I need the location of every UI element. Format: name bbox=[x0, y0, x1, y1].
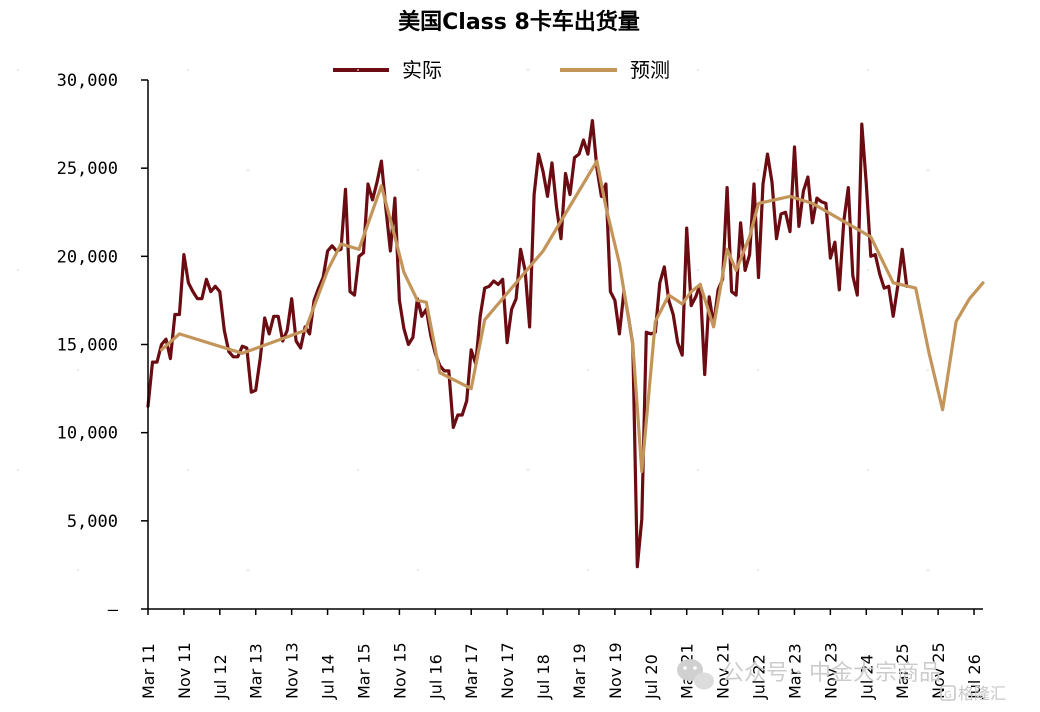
y-tick-label: 10,000 bbox=[57, 424, 118, 444]
bg-dot bbox=[587, 169, 589, 171]
y-tick-label: 25,000 bbox=[57, 159, 118, 179]
chart-title: 美国Class 8卡车出货量 bbox=[398, 9, 640, 35]
x-tick-label: Nov 15 bbox=[390, 642, 409, 699]
bg-dot bbox=[357, 69, 359, 71]
y-axis-ticks: 30,000 25,000 20,000 15,000 10,000 5,000 – bbox=[57, 71, 148, 620]
x-tick-label: Nov 21 bbox=[714, 642, 733, 699]
bg-dot bbox=[357, 469, 359, 471]
bg-dot bbox=[417, 169, 419, 171]
y-tick-label: 5,000 bbox=[67, 512, 118, 532]
bg-dot bbox=[757, 369, 759, 371]
bg-dot bbox=[17, 469, 19, 471]
x-tick-label: Nov 23 bbox=[821, 642, 840, 699]
legend: 实际 预测 bbox=[333, 58, 670, 82]
y-tick-label: 30,000 bbox=[57, 71, 118, 91]
x-tick-label: Jul 26 bbox=[965, 654, 984, 700]
bg-dot bbox=[867, 469, 869, 471]
x-tick-label: Nov 13 bbox=[283, 642, 302, 699]
x-tick-label: Jul 20 bbox=[642, 654, 661, 700]
bg-dot bbox=[527, 469, 529, 471]
x-tick-label: Mar 23 bbox=[786, 643, 805, 699]
wechat-icon bbox=[677, 659, 714, 690]
y-tick-label: 20,000 bbox=[57, 247, 118, 267]
bg-dot bbox=[927, 369, 929, 371]
series-line-actual bbox=[146, 119, 909, 569]
x-tick-label: Mar 19 bbox=[570, 643, 589, 699]
x-tick-label: Nov 19 bbox=[606, 642, 625, 699]
bg-dot bbox=[927, 169, 929, 171]
y-tick-label: 15,000 bbox=[57, 336, 118, 356]
series-line-forecast bbox=[159, 159, 985, 474]
bg-dot bbox=[417, 369, 419, 371]
x-tick-label: Jul 14 bbox=[319, 654, 338, 700]
x-tick-label: Jul 22 bbox=[750, 654, 769, 700]
bg-dot bbox=[17, 69, 19, 71]
bg-dot bbox=[77, 369, 79, 371]
bg-dot bbox=[697, 469, 699, 471]
watermark-corner-text: 格隆汇 bbox=[958, 684, 1006, 703]
y-tick-label: – bbox=[108, 600, 119, 620]
bg-dot bbox=[247, 169, 249, 171]
bg-dot bbox=[587, 569, 589, 571]
watermark: 公众号 · 中金大宗商品 G 格隆汇 bbox=[677, 659, 1006, 703]
watermark-text: 公众号 · 中金大宗商品 bbox=[722, 661, 941, 686]
bg-dot bbox=[527, 69, 529, 71]
x-tick-label: Mar 25 bbox=[893, 643, 912, 699]
bg-dot bbox=[867, 269, 869, 271]
x-tick-label: Nov 17 bbox=[498, 642, 517, 699]
series-layer bbox=[146, 119, 985, 569]
glh-logo-icon: G bbox=[940, 685, 956, 701]
background-dots bbox=[17, 69, 929, 571]
bg-dot bbox=[187, 469, 189, 471]
x-tick-label: Jul 18 bbox=[534, 654, 553, 700]
bg-dot bbox=[77, 169, 79, 171]
x-tick-label: Mar 13 bbox=[247, 643, 266, 699]
bg-dot bbox=[77, 569, 79, 571]
x-tick-label: Jul 16 bbox=[426, 654, 445, 700]
bg-dot bbox=[247, 569, 249, 571]
legend-label-actual: 实际 bbox=[402, 58, 442, 82]
bg-dot bbox=[927, 569, 929, 571]
bg-dot bbox=[697, 69, 699, 71]
bg-dot bbox=[187, 69, 189, 71]
x-tick-label: Mar 15 bbox=[355, 643, 374, 699]
x-tick-label: Nov 25 bbox=[929, 642, 948, 699]
bg-dot bbox=[757, 169, 759, 171]
x-axis-ticks: Mar 11 Nov 11 Jul 12 Mar 13 Nov 13 Jul 14 Mar … bbox=[139, 609, 984, 700]
x-tick-label: Jul 24 bbox=[857, 654, 876, 700]
bg-dot bbox=[17, 269, 19, 271]
x-tick-label: Mar 11 bbox=[139, 643, 158, 699]
bg-dot bbox=[757, 569, 759, 571]
bg-dot bbox=[697, 269, 699, 271]
legend-label-forecast: 预测 bbox=[630, 58, 670, 82]
svg-text:G: G bbox=[944, 690, 952, 701]
x-tick-label: Mar 17 bbox=[462, 643, 481, 699]
x-tick-label: Jul 12 bbox=[211, 654, 230, 700]
bg-dot bbox=[867, 69, 869, 71]
x-tick-label: Nov 11 bbox=[175, 642, 194, 699]
bg-dot bbox=[587, 369, 589, 371]
bg-dot bbox=[417, 569, 419, 571]
